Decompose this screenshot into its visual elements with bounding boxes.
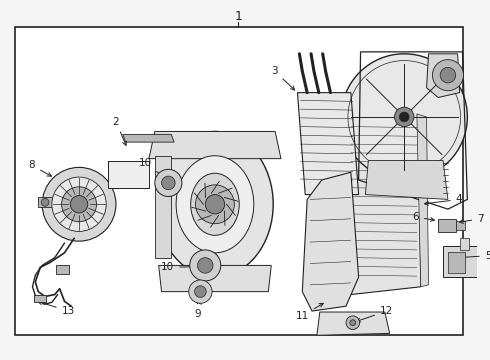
Polygon shape (122, 134, 174, 142)
Bar (456, 221, 466, 230)
Circle shape (432, 60, 464, 91)
Text: 13: 13 (38, 301, 75, 316)
Bar (56, 265, 70, 274)
Text: 6: 6 (412, 212, 435, 222)
Bar (438, 219, 456, 233)
Bar (38, 198, 52, 207)
Text: 5: 5 (462, 251, 490, 261)
Text: 8: 8 (29, 161, 51, 176)
Bar (55, 190, 103, 221)
Circle shape (196, 185, 234, 224)
Polygon shape (155, 156, 172, 258)
Polygon shape (349, 114, 421, 294)
Bar (108, 161, 149, 188)
Circle shape (62, 187, 97, 222)
Circle shape (346, 316, 360, 329)
Circle shape (190, 250, 221, 281)
Circle shape (195, 286, 206, 297)
Circle shape (162, 176, 175, 190)
Circle shape (42, 167, 116, 241)
Circle shape (205, 194, 224, 214)
Circle shape (350, 320, 356, 325)
Circle shape (70, 195, 88, 213)
Polygon shape (427, 54, 460, 98)
Text: 11: 11 (295, 303, 323, 321)
Bar (448, 252, 466, 273)
Polygon shape (366, 161, 448, 199)
Text: 2: 2 (113, 117, 126, 145)
Ellipse shape (191, 173, 239, 235)
Text: 1: 1 (234, 10, 242, 23)
Text: 7: 7 (460, 214, 484, 224)
Circle shape (189, 280, 212, 303)
Polygon shape (159, 265, 271, 292)
Circle shape (41, 198, 49, 206)
Circle shape (399, 112, 409, 122)
Bar (34, 294, 46, 302)
Circle shape (440, 67, 456, 83)
Circle shape (52, 177, 106, 231)
Text: 4: 4 (424, 194, 463, 205)
Circle shape (341, 54, 467, 180)
Text: 3: 3 (271, 66, 294, 90)
Ellipse shape (157, 131, 273, 277)
Ellipse shape (176, 156, 254, 253)
Polygon shape (417, 114, 429, 287)
Polygon shape (297, 93, 359, 194)
Text: 10: 10 (139, 158, 168, 181)
Text: 10: 10 (161, 262, 201, 273)
Circle shape (197, 258, 213, 273)
Text: 12: 12 (356, 306, 393, 322)
Bar (443, 246, 482, 277)
Polygon shape (149, 131, 281, 159)
Polygon shape (302, 172, 359, 311)
Text: 9: 9 (194, 300, 201, 319)
Polygon shape (317, 312, 390, 335)
Bar (460, 238, 469, 250)
Circle shape (155, 169, 182, 197)
Circle shape (394, 107, 414, 127)
Bar (15, 27, 464, 335)
